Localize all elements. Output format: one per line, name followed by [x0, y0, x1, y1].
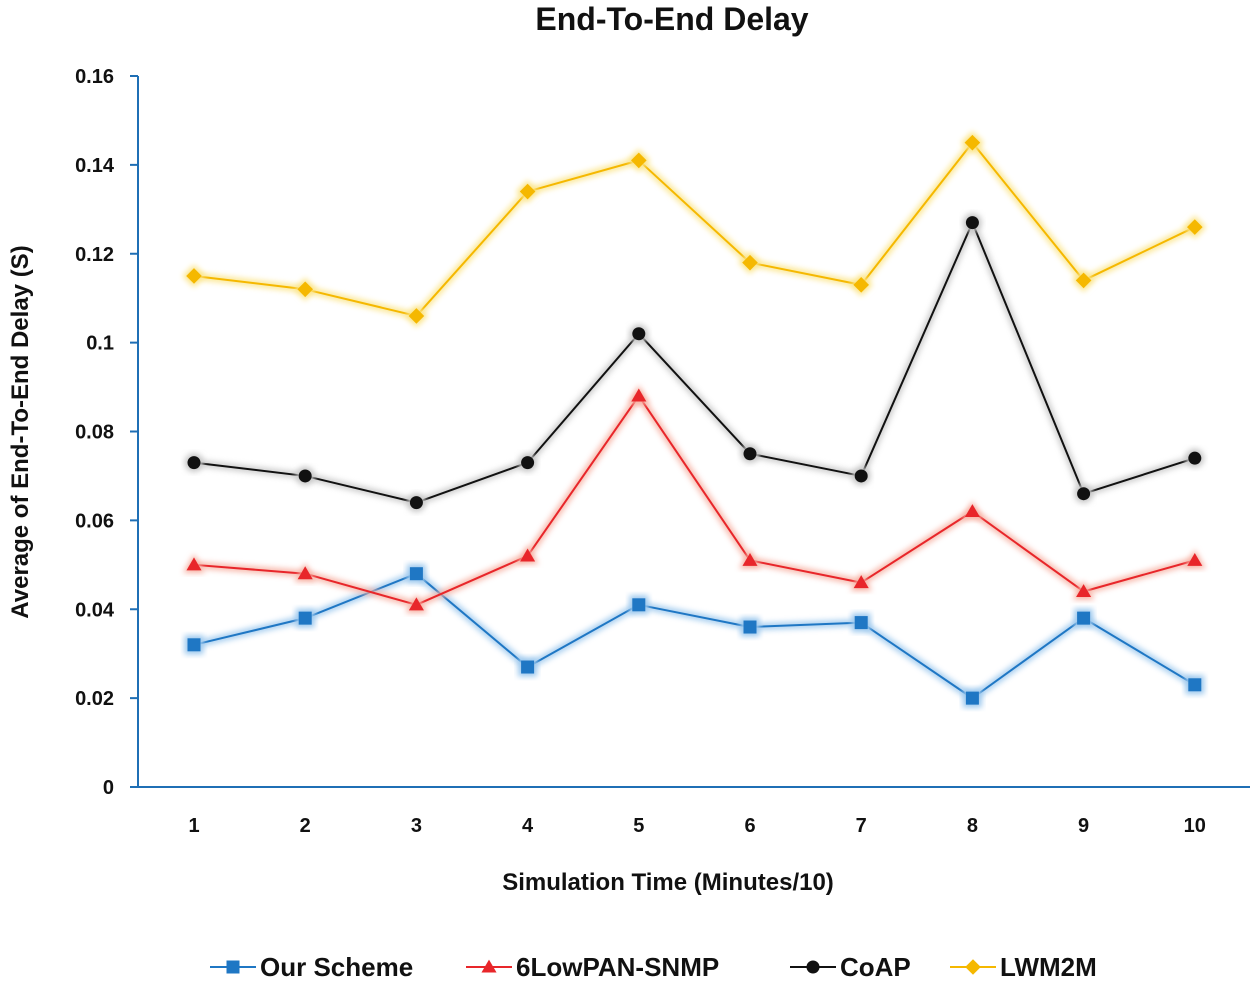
data-point-6lowpan-snmp — [520, 548, 536, 562]
legend-item-lwm2m: LWM2M — [950, 952, 1097, 982]
data-point-coap — [854, 469, 868, 483]
data-point-coap — [187, 456, 201, 470]
data-point-coap — [409, 496, 423, 510]
y-axis-label: Average of End-To-End Delay (S) — [7, 245, 34, 618]
x-tick-label: 8 — [967, 815, 978, 837]
series-line-6lowpan-snmp — [193, 394, 1196, 606]
series-glow-lwm2m — [193, 139, 1197, 320]
y-tick-label: 0.08 — [75, 422, 114, 444]
data-point-our-scheme — [298, 611, 312, 625]
data-point-6lowpan-snmp — [964, 504, 980, 518]
data-point-our-scheme — [187, 638, 201, 652]
legend-item-coap: CoAP — [790, 952, 911, 982]
data-point-our-scheme — [1077, 611, 1091, 625]
legend-label-coap: CoAP — [840, 952, 911, 982]
legend-label-lwm2m: LWM2M — [1000, 952, 1097, 982]
y-tick-label: 0.14 — [75, 155, 115, 177]
x-tick-label: 7 — [856, 815, 867, 837]
axes — [137, 76, 1250, 788]
series-glow-our-scheme — [193, 570, 1197, 702]
data-point-our-scheme — [521, 660, 535, 674]
x-tick-label: 6 — [744, 815, 755, 837]
data-point-6lowpan-snmp — [1076, 584, 1092, 598]
data-point-lwm2m — [519, 183, 536, 200]
data-point-coap — [1077, 487, 1091, 501]
data-point-our-scheme — [743, 620, 757, 634]
data-point-coap — [521, 456, 535, 470]
data-point-6lowpan-snmp — [1187, 552, 1203, 566]
y-tick-label: 0.16 — [75, 66, 114, 88]
data-point-lwm2m — [964, 134, 981, 151]
data-point-coap — [298, 469, 312, 483]
x-axis-label: Simulation Time (Minutes/10) — [502, 869, 834, 896]
y-tick-label: 0.06 — [75, 510, 114, 532]
legend-marker-lwm2m — [965, 959, 981, 975]
legend-marker-our-scheme — [226, 960, 240, 974]
data-point-lwm2m — [297, 281, 313, 298]
y-tick-label: 0.1 — [86, 333, 114, 355]
legend-item-6lowpan-snmp: 6LowPAN-SNMP — [466, 952, 719, 982]
data-point-lwm2m — [1187, 219, 1203, 235]
data-point-6lowpan-snmp — [631, 388, 647, 402]
data-point-6lowpan-snmp — [297, 566, 313, 580]
data-point-our-scheme — [1188, 678, 1202, 692]
legend-marker-coap — [806, 960, 820, 974]
series-lwm2m — [182, 131, 1207, 328]
data-point-coap — [632, 327, 646, 341]
y-tick-label: 0.12 — [75, 244, 114, 266]
data-point-6lowpan-snmp — [408, 597, 424, 611]
x-tick-label: 10 — [1184, 815, 1206, 837]
x-ticks: 1 2 3 4 5 6 7 8 9 10 — [188, 815, 1205, 837]
data-point-our-scheme — [632, 598, 646, 612]
x-tick-label: 4 — [522, 815, 534, 837]
y-tick-label: 0 — [103, 777, 114, 799]
legend-label-our-scheme: Our Scheme — [260, 952, 413, 982]
data-point-lwm2m — [631, 152, 647, 169]
data-point-coap — [965, 216, 979, 230]
data-point-lwm2m — [1075, 272, 1092, 289]
data-point-lwm2m — [853, 277, 869, 293]
data-point-coap — [1188, 451, 1202, 465]
series-glow-6lowpan-snmp — [193, 392, 1196, 609]
series-glow-coap — [193, 219, 1196, 507]
series-line-lwm2m — [193, 141, 1196, 317]
y-tick-label: 0.04 — [75, 599, 115, 621]
legend-item-our-scheme: Our Scheme — [210, 952, 413, 982]
series-6lowpan-snmp — [182, 385, 1206, 613]
x-tick-label: 1 — [188, 815, 199, 837]
data-point-lwm2m — [186, 268, 202, 284]
series-coap — [184, 213, 1205, 513]
y-ticks: 0 0.02 0.04 0.06 0.08 0.1 0.12 0.14 0.16 — [75, 66, 138, 799]
y-tick-label: 0.02 — [75, 688, 114, 710]
data-point-our-scheme — [409, 567, 423, 581]
data-point-6lowpan-snmp — [742, 552, 758, 566]
data-point-6lowpan-snmp — [853, 575, 869, 589]
data-point-our-scheme — [965, 691, 979, 705]
data-point-lwm2m — [742, 254, 758, 271]
data-point-our-scheme — [854, 616, 868, 630]
x-tick-label: 5 — [633, 815, 644, 837]
x-tick-label: 3 — [411, 815, 422, 837]
x-tick-label: 2 — [300, 815, 311, 837]
series-line-coap — [193, 221, 1196, 504]
series-line-our-scheme — [193, 572, 1196, 700]
series-our-scheme — [184, 564, 1205, 708]
legend-label-6lowpan-snmp: 6LowPAN-SNMP — [516, 952, 719, 982]
x-tick-label: 9 — [1078, 815, 1089, 837]
data-point-coap — [743, 447, 757, 461]
data-point-lwm2m — [408, 308, 425, 324]
legend: Our Scheme 6LowPAN-SNMP CoAP LWM2M — [210, 952, 1097, 982]
legend-marker-6lowpan-snmp — [481, 959, 497, 973]
series-layer — [182, 131, 1207, 708]
data-point-6lowpan-snmp — [186, 557, 202, 571]
chart-title: End-To-End Delay — [535, 1, 808, 37]
